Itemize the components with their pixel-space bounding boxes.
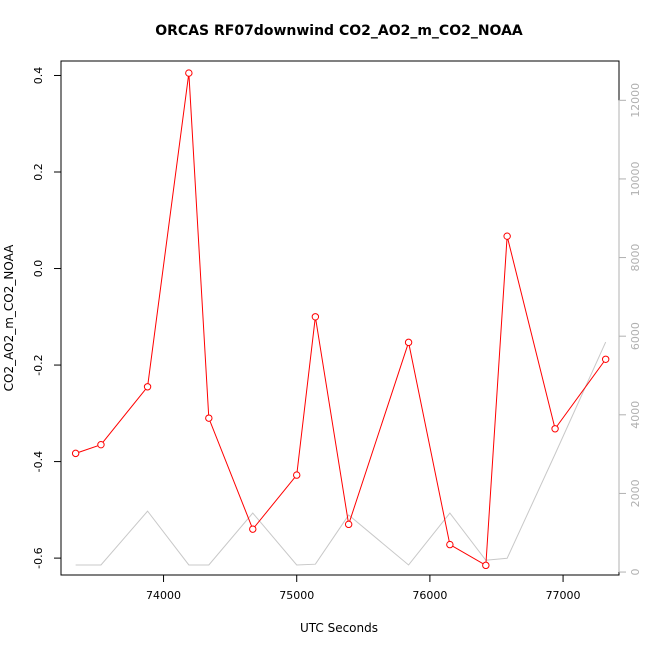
y-tick-label: 0.0 [32, 260, 45, 278]
y-axis-right: 0 2000 4000 6000 8000 10000 12000 [618, 83, 642, 576]
x-tick-label: 75000 [279, 589, 314, 602]
y2-tick-label: 0 [629, 569, 642, 576]
chart-title: ORCAS RF07downwind CO2_AO2_m_CO2_NOAA [155, 23, 523, 39]
data-point [446, 540, 454, 549]
data-point [551, 425, 559, 433]
y2-tick-label: 12000 [629, 83, 642, 118]
series-layer [71, 69, 610, 570]
data-point [185, 69, 193, 77]
x-tick-label: 74000 [146, 589, 181, 602]
data-point [71, 449, 80, 458]
data-point [404, 338, 413, 347]
x-tick-label: 76000 [412, 589, 447, 602]
y-tick-label: -0.4 [32, 451, 45, 472]
data-point [344, 520, 353, 529]
y-tick-label: 0.2 [32, 163, 45, 181]
y2-tick-label: 8000 [629, 244, 642, 272]
y2-tick-label: 2000 [629, 479, 642, 507]
x-axis: 74000 75000 76000 77000 [146, 574, 581, 602]
x-axis-label: UTC Seconds [300, 621, 378, 635]
y2-tick-label: 10000 [629, 161, 642, 196]
y-axis-label: CO2_AO2_m_CO2_NOAA [2, 244, 16, 391]
data-point [143, 383, 152, 391]
data-point [311, 313, 320, 321]
x-tick-label: 77000 [546, 589, 581, 602]
data-point [503, 232, 511, 240]
y2-tick-label: 4000 [629, 401, 642, 429]
y-tick-label: -0.2 [32, 354, 45, 375]
y-tick-label: 0.4 [32, 67, 45, 85]
data-point [205, 414, 213, 422]
data-point [293, 471, 301, 479]
data-point [482, 561, 490, 570]
data-point [601, 355, 610, 363]
series-left-line [75, 73, 607, 567]
y-axis-left: -0.6 -0.4 -0.2 0.0 0.2 0.4 [32, 67, 62, 569]
series-right-line [75, 341, 607, 566]
data-point [97, 440, 105, 449]
data-point [249, 525, 257, 533]
y-tick-label: -0.6 [32, 547, 45, 568]
y2-tick-label: 6000 [629, 322, 642, 350]
